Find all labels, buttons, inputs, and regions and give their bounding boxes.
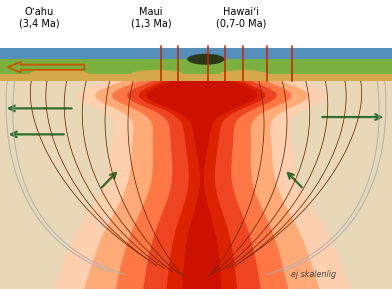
Polygon shape: [127, 78, 277, 289]
Ellipse shape: [174, 277, 229, 289]
Text: 7-8 cm/år: 7-8 cm/år: [69, 65, 108, 74]
Bar: [0, 59, 392, 74]
Ellipse shape: [127, 277, 276, 289]
Ellipse shape: [187, 54, 225, 65]
Ellipse shape: [319, 54, 363, 64]
Ellipse shape: [171, 54, 206, 64]
Ellipse shape: [76, 53, 120, 65]
Ellipse shape: [153, 277, 251, 289]
Text: Maui
(1,3 Ma): Maui (1,3 Ma): [131, 7, 171, 29]
Ellipse shape: [29, 69, 88, 78]
Text: Hawaiʻi
(0,7-0 Ma): Hawaiʻi (0,7-0 Ma): [216, 7, 266, 29]
Text: Oʼahu
(3,4 Ma): Oʼahu (3,4 Ma): [19, 7, 60, 29]
Polygon shape: [112, 78, 292, 289]
Bar: [0, 74, 392, 81]
Ellipse shape: [220, 70, 267, 77]
Polygon shape: [84, 78, 319, 289]
Bar: [0, 48, 392, 59]
Text: Tholeiit: Tholeiit: [206, 52, 243, 61]
Ellipse shape: [131, 70, 182, 77]
Ellipse shape: [6, 52, 57, 66]
Ellipse shape: [243, 53, 282, 65]
Text: Alkali
Basalt: Alkali Basalt: [138, 51, 164, 70]
Text: Alkali
Basalt: Alkali Basalt: [283, 51, 309, 70]
Polygon shape: [53, 78, 351, 289]
Polygon shape: [146, 78, 258, 289]
Text: Peridotit
uppsmältning
väldtast: Peridotit uppsmältning väldtast: [171, 105, 225, 135]
Text: Pikrit: Pikrit: [200, 73, 221, 81]
Polygon shape: [139, 78, 265, 289]
Bar: [0, 69, 392, 289]
Text: ej skalenlig: ej skalenlig: [291, 270, 336, 279]
